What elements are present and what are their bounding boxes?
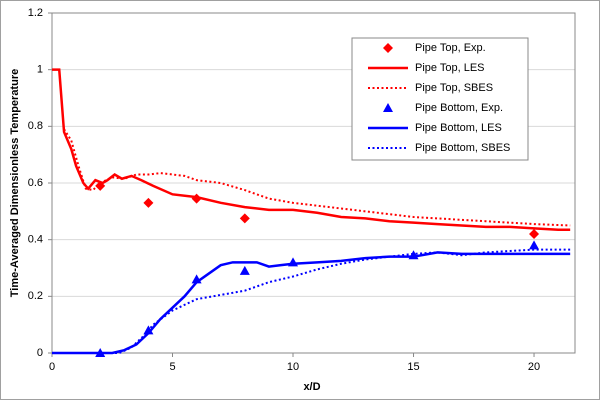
- legend-label: Pipe Top, LES: [415, 62, 485, 74]
- plot-frame: [51, 12, 576, 354]
- line: [63, 128, 571, 227]
- x-tick-label: 15: [407, 361, 419, 373]
- y-tick-label: 0.6: [28, 177, 43, 189]
- point: [529, 240, 540, 250]
- x-tick-label: 5: [169, 361, 175, 373]
- point: [143, 197, 154, 208]
- y-tick-label: 1: [37, 64, 43, 76]
- point: [239, 213, 250, 224]
- legend-marker: [383, 103, 393, 112]
- legend-label: Pipe Bottom, Exp.: [415, 102, 503, 114]
- x-tick-label: 10: [287, 361, 299, 373]
- y-tick-label: 0: [37, 347, 43, 359]
- y-tick-label: 0.4: [28, 234, 43, 246]
- point: [529, 229, 540, 239]
- legend-label: Pipe Top, Exp.: [415, 42, 486, 54]
- line: [52, 251, 571, 355]
- y-tick-label: 0.8: [28, 120, 43, 132]
- legend-label: Pipe Bottom, SBES: [415, 142, 510, 154]
- legend-label: Pipe Bottom, LES: [415, 122, 502, 134]
- y-tick-label: 0.2: [28, 290, 43, 302]
- legend-marker: [383, 43, 393, 53]
- x-axis-title: x/D: [303, 381, 320, 393]
- point: [239, 265, 250, 275]
- x-tick-label: 0: [49, 361, 55, 373]
- y-axis-title: Time-Averaged Dimensionless Temperature: [9, 69, 21, 297]
- legend-box: [351, 37, 529, 161]
- x-tick-label: 20: [528, 361, 540, 373]
- y-tick-label: 1.2: [28, 7, 43, 19]
- legend-label: Pipe Top, SBES: [415, 82, 493, 94]
- line: [52, 248, 571, 354]
